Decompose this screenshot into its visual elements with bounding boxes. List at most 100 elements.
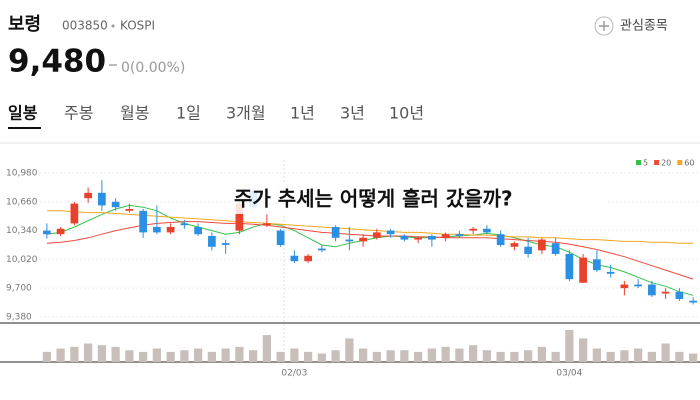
candle-body [386, 230, 395, 235]
legend-label: 5 [643, 159, 648, 168]
legend-swatch [654, 160, 660, 165]
volume-bar [317, 353, 326, 362]
watch-label[interactable]: 관심종목 [620, 19, 668, 34]
volume-bar [249, 350, 258, 362]
candle-body [318, 248, 326, 251]
moving-average [46, 210, 694, 244]
legend-swatch [636, 160, 641, 165]
candle-body [276, 230, 285, 245]
tab[interactable]: 10년 [389, 104, 424, 123]
volume-bar [661, 343, 670, 362]
candle-body [538, 239, 546, 251]
y-tick-label: 10,020 [6, 255, 38, 265]
tab[interactable]: 월봉 [120, 104, 149, 123]
moving-average [46, 221, 694, 280]
tab[interactable]: 1년 [290, 104, 315, 123]
volume-bar [42, 351, 51, 362]
stock-name: 보령 [8, 14, 41, 35]
candle-body [221, 243, 230, 245]
candle-body [524, 246, 532, 254]
candle-body [208, 235, 216, 247]
volume-bar [235, 346, 244, 362]
candle-body [510, 243, 519, 247]
volume-bar [510, 351, 519, 362]
candle-body [56, 228, 65, 235]
candle-body [235, 203, 244, 231]
y-tick-label: 10,340 [6, 226, 38, 236]
volume-bar [304, 351, 313, 362]
volume-bar [290, 348, 299, 362]
candle-body [469, 228, 477, 231]
candle-body [345, 239, 354, 242]
tab[interactable]: 1일 [176, 104, 201, 123]
volume-bar [111, 346, 120, 362]
volume-bar [427, 348, 436, 362]
volume-bar [276, 351, 285, 362]
watch-button[interactable]: 관심종목 [594, 16, 668, 36]
candle-body [414, 237, 422, 240]
volume-bar [56, 348, 65, 362]
volume-bar [606, 351, 615, 362]
volume-bar [689, 353, 698, 362]
candle-body [648, 284, 656, 296]
tab[interactable]: 3개월 [226, 104, 266, 123]
y-tick-label: 9,700 [6, 284, 32, 294]
volume-bar [469, 345, 478, 362]
candle-body [496, 234, 505, 245]
tab[interactable]: 일봉 [8, 104, 38, 123]
candle-body [359, 237, 367, 242]
volume-bar [166, 351, 175, 362]
legend-label: 20 [661, 159, 671, 168]
tabs: 일봉 주봉 월봉 1일 3개월 1년 3년 10년 [8, 104, 424, 129]
volume-bar [537, 346, 546, 362]
candle-body [84, 192, 92, 199]
candle-body [180, 223, 189, 226]
volume-bar [414, 351, 423, 362]
x-tick-label: 03/04 [556, 369, 582, 379]
volume-bar [647, 351, 656, 362]
candle-body [620, 284, 629, 289]
volume-bar [400, 350, 409, 362]
candle-body [455, 234, 464, 236]
volume-bar [592, 348, 601, 362]
volume-bar [331, 350, 340, 362]
candle-body [125, 209, 134, 211]
chart: 10,980 10,660 10,340 10,020 9,700 9,380 02/03 0… [0, 159, 700, 379]
volume-bar [496, 351, 505, 362]
volume-bar [70, 346, 79, 362]
stock-code: 003850 [62, 19, 108, 33]
volume-bar [125, 350, 134, 362]
change: 0(0.00%) [121, 60, 185, 76]
volume-bar [84, 343, 93, 362]
tab-underline [8, 127, 41, 129]
volume-bar [194, 348, 203, 362]
candle-body [634, 284, 642, 287]
volume-bar [180, 350, 189, 362]
candle-body [579, 257, 587, 283]
price: 9,480 [8, 44, 106, 80]
candle-body [441, 234, 450, 238]
market: KOSPI [120, 19, 155, 33]
candle-body [606, 271, 615, 274]
volume-bar [620, 350, 629, 362]
candle-body [153, 226, 161, 233]
y-tick-label: 10,980 [6, 169, 38, 179]
candle-body [483, 228, 491, 233]
candle-body [689, 300, 697, 303]
candle-body [111, 201, 120, 208]
volume-bar [565, 330, 574, 362]
candle-body [194, 226, 202, 235]
candle-body [70, 203, 79, 224]
candle-body [290, 255, 299, 262]
plus-icon [599, 21, 609, 31]
tab[interactable]: 주봉 [64, 104, 93, 123]
candle-body [373, 232, 381, 238]
candle-body [400, 235, 409, 240]
volume-bar [524, 350, 533, 362]
candle-body [139, 210, 147, 233]
tab[interactable]: 3년 [340, 104, 365, 123]
volume-bar [359, 348, 368, 362]
candle-body [565, 253, 574, 280]
